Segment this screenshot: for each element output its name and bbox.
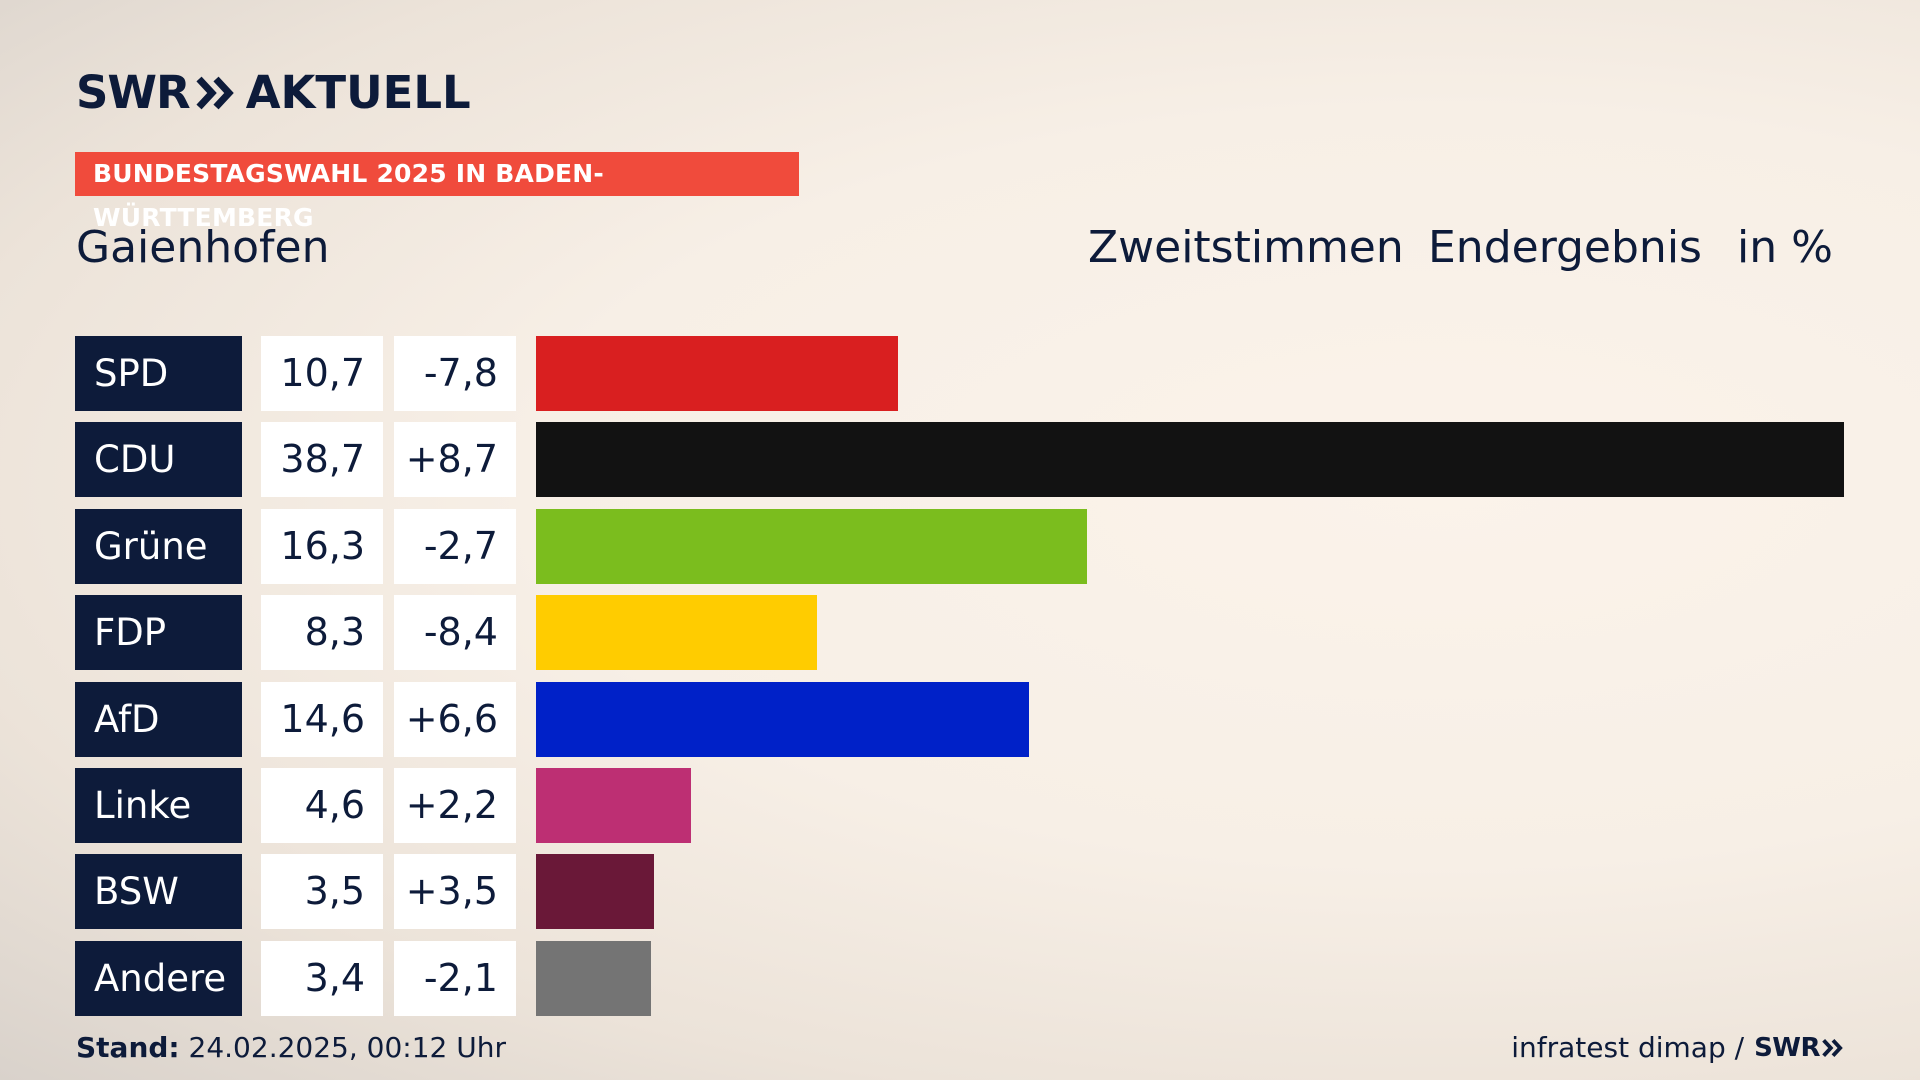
party-label: Grüne bbox=[75, 508, 242, 584]
value-label: 3,5 bbox=[261, 854, 383, 930]
diff-label: +8,7 bbox=[394, 422, 516, 498]
double-chevron-icon bbox=[196, 76, 234, 110]
election-tag: BUNDESTAGSWAHL 2025 IN BADEN-WÜRTTEMBERG bbox=[75, 152, 799, 232]
diff-label: -2,7 bbox=[394, 508, 516, 584]
stand-label: Stand: bbox=[76, 1031, 180, 1064]
bar-bsw bbox=[536, 854, 655, 930]
bar-linke bbox=[536, 768, 692, 843]
bar-andere bbox=[536, 940, 651, 1016]
party-label: FDP bbox=[75, 595, 242, 671]
value-label: 38,7 bbox=[261, 422, 383, 498]
diff-label: +2,2 bbox=[394, 768, 516, 843]
party-label: CDU bbox=[75, 422, 242, 498]
stand-timestamp: Stand: 24.02.2025, 00:12 Uhr bbox=[76, 1028, 506, 1068]
bar-afd bbox=[536, 681, 1030, 757]
party-label: SPD bbox=[75, 336, 242, 411]
party-label: Andere bbox=[75, 940, 242, 1016]
party-label: BSW bbox=[75, 854, 242, 930]
diff-label: -2,1 bbox=[394, 940, 516, 1016]
swr-aktuell-logo: SWR AKTUELL bbox=[76, 70, 471, 116]
bar-cdu bbox=[536, 422, 1844, 498]
logo-swr-text: SWR bbox=[76, 66, 191, 119]
source-text: infratest dimap / bbox=[1511, 1031, 1745, 1064]
party-label: AfD bbox=[75, 681, 242, 757]
value-label: 4,6 bbox=[261, 768, 383, 843]
party-label: Linke bbox=[75, 768, 242, 843]
vote-type-label: Zweitstimmen bbox=[1088, 222, 1404, 273]
bar-fdp bbox=[536, 595, 817, 671]
double-chevron-icon bbox=[1822, 1038, 1843, 1058]
logo-aktuell-text: AKTUELL bbox=[245, 66, 471, 119]
value-label: 3,4 bbox=[261, 940, 383, 1016]
value-label: 8,3 bbox=[261, 595, 383, 671]
value-label: 16,3 bbox=[261, 508, 383, 584]
result-status-label: Endergebnis bbox=[1428, 222, 1702, 273]
region-title: Gaienhofen bbox=[76, 222, 330, 273]
source-credit: infratest dimap / SWR bbox=[1511, 1028, 1844, 1068]
diff-label: +3,5 bbox=[394, 854, 516, 930]
value-label: 10,7 bbox=[261, 336, 383, 411]
bar-grüne bbox=[536, 508, 1087, 584]
footer-swr-text: SWR bbox=[1754, 1033, 1820, 1063]
diff-label: -8,4 bbox=[394, 595, 516, 671]
diff-label: -7,8 bbox=[394, 336, 516, 411]
unit-label: in % bbox=[1737, 222, 1833, 273]
diff-label: +6,6 bbox=[394, 681, 516, 757]
value-label: 14,6 bbox=[261, 681, 383, 757]
bar-spd bbox=[536, 336, 898, 411]
stand-value: 24.02.2025, 00:12 Uhr bbox=[188, 1031, 506, 1064]
